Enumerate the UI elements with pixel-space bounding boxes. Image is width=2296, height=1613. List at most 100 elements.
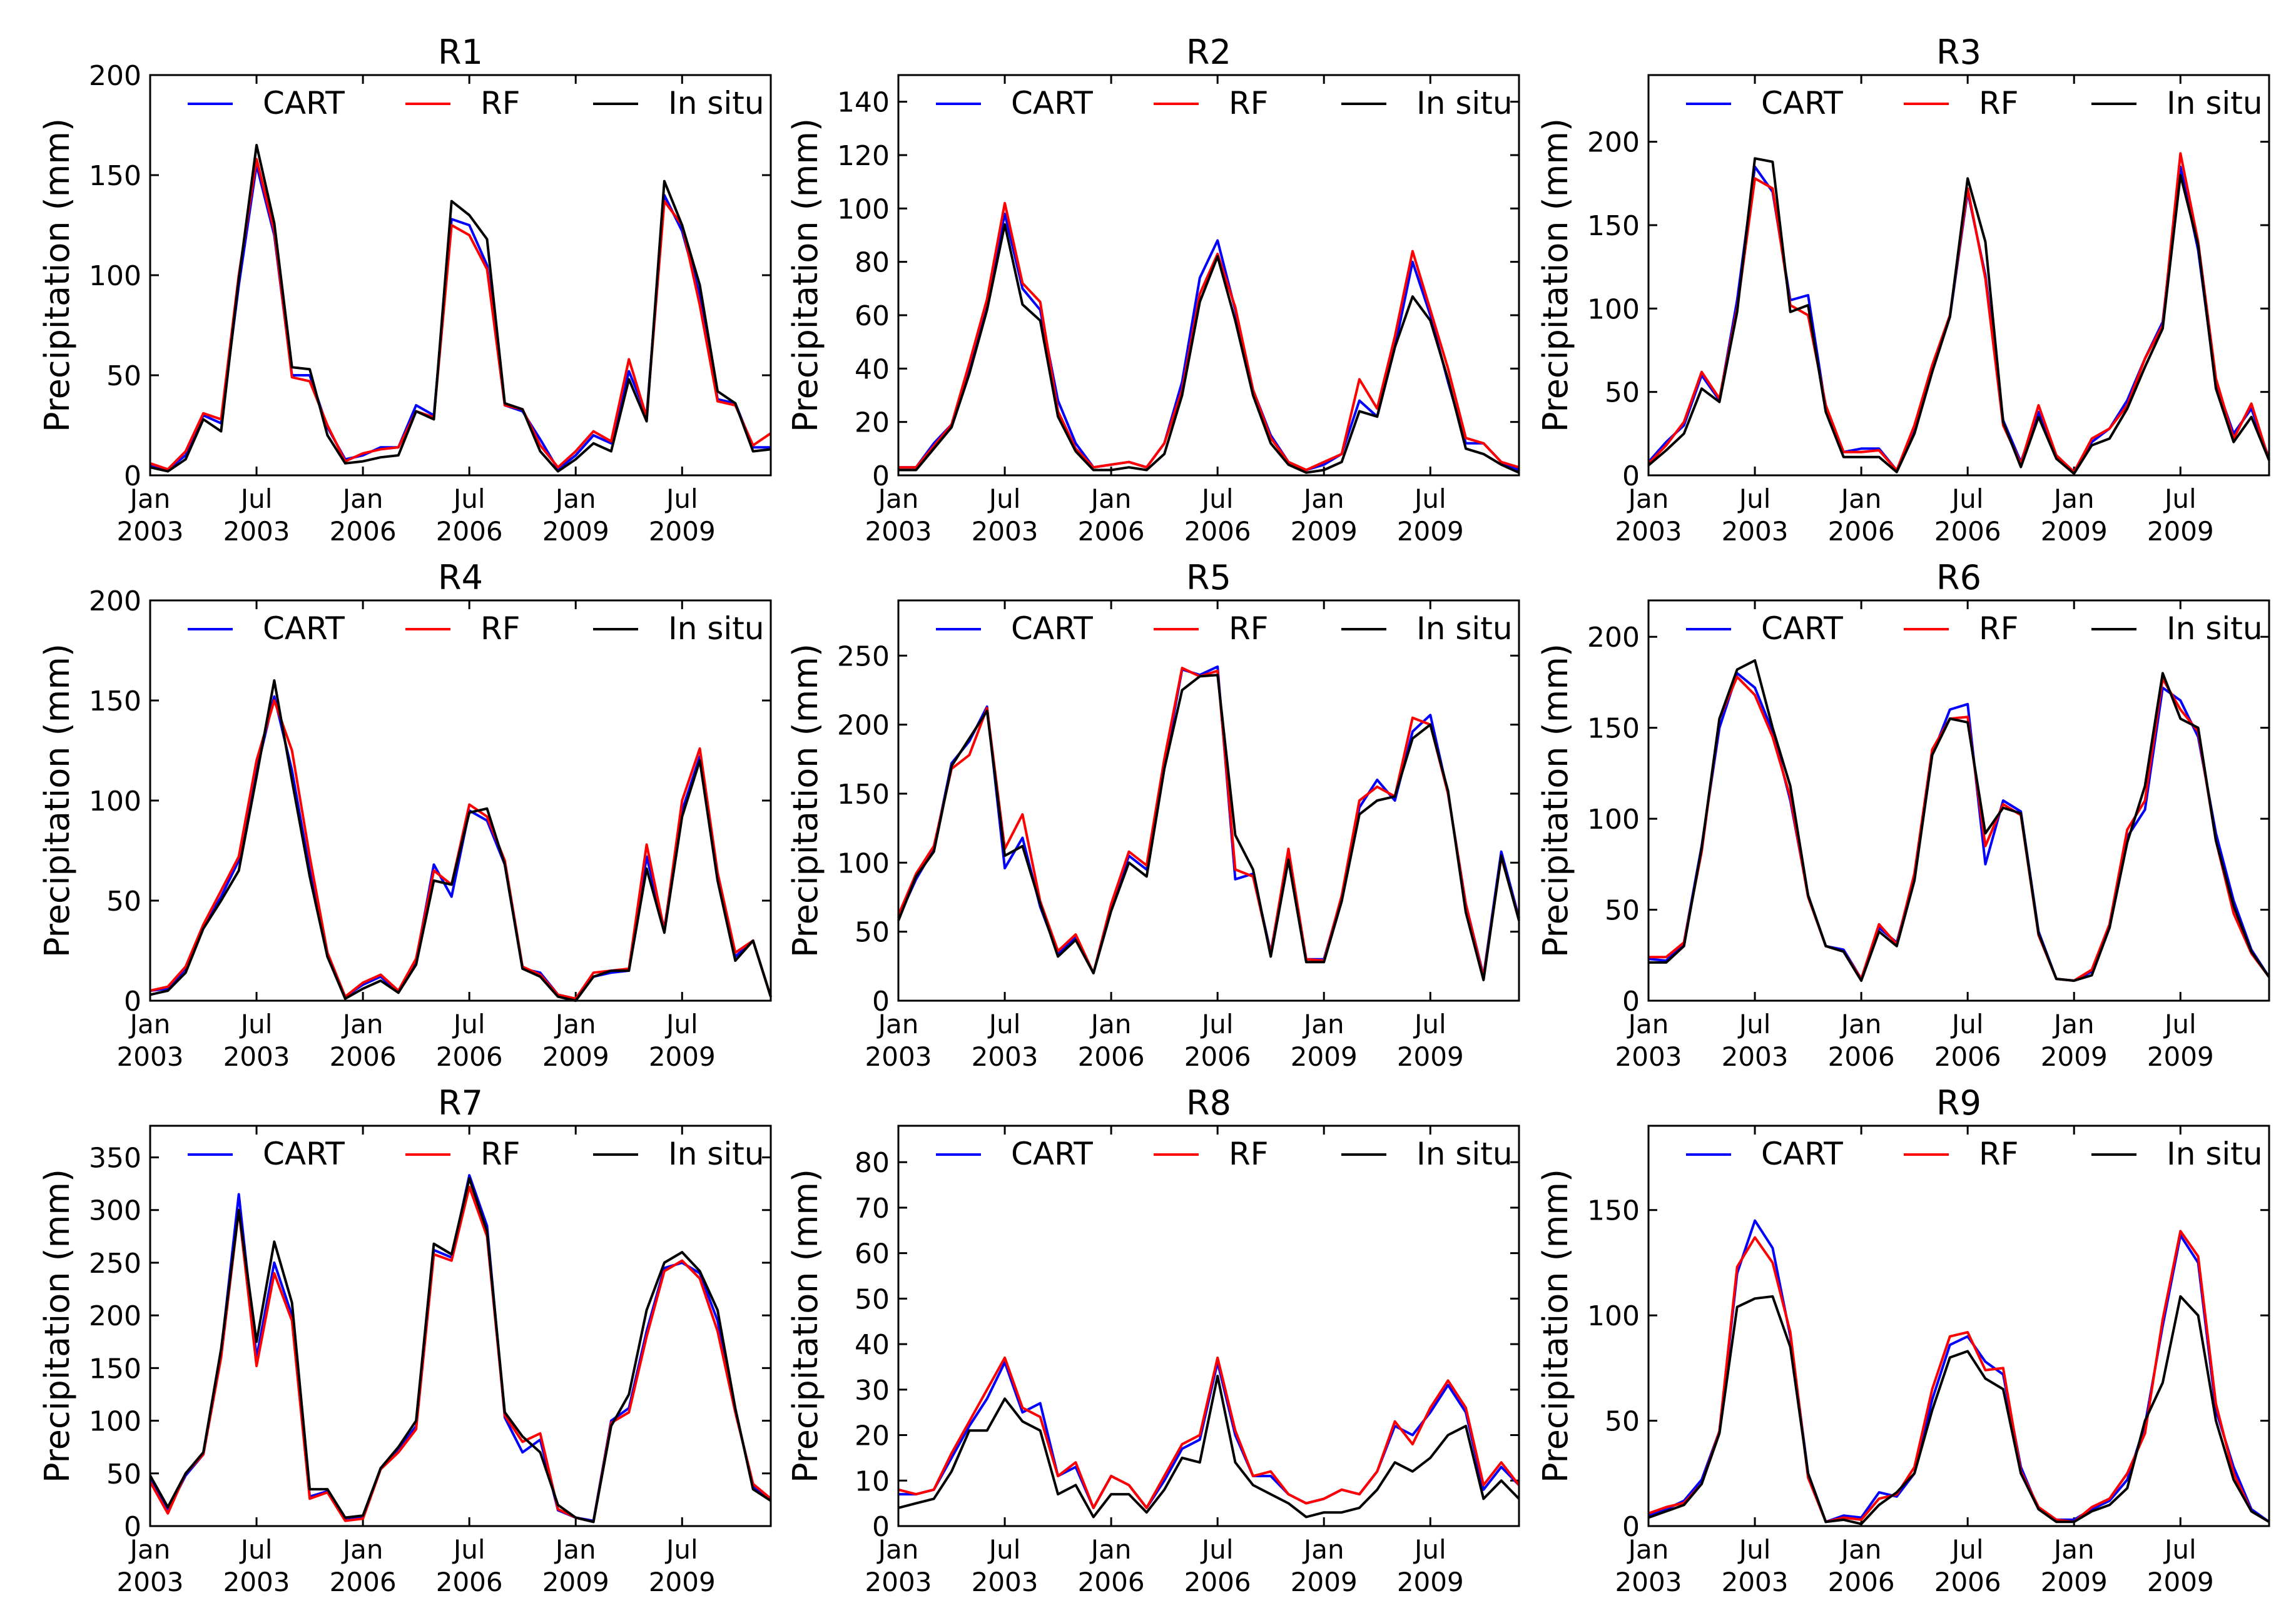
legend-label: CART bbox=[1761, 85, 1843, 121]
legend-label: CART bbox=[1011, 610, 1093, 647]
x-tick-label-year: 2003 bbox=[1722, 1041, 1789, 1072]
x-tick-label-year: 2006 bbox=[1934, 1041, 2001, 1072]
legend-label: RF bbox=[1979, 1136, 2019, 1172]
x-tick-label-month: Jul bbox=[452, 1534, 485, 1565]
x-tick-label-month: Jul bbox=[2163, 1009, 2197, 1039]
y-tick-label: 150 bbox=[89, 685, 141, 717]
y-axis-label: Precipitation (mm) bbox=[1536, 118, 1575, 432]
y-tick-label: 0 bbox=[1622, 986, 1640, 1018]
plot-frame bbox=[149, 1125, 772, 1527]
legend-label: In situ bbox=[668, 1136, 764, 1172]
x-tick-label-year: 2003 bbox=[117, 1567, 184, 1597]
y-tick-label: 20 bbox=[855, 1420, 890, 1452]
y-tick-label: 50 bbox=[106, 1459, 141, 1490]
y-tick-label: 150 bbox=[1587, 210, 1640, 242]
x-tick-label-year: 2006 bbox=[330, 1041, 397, 1072]
y-tick-label: 100 bbox=[1587, 804, 1640, 836]
x-tick-label-year: 2006 bbox=[1934, 1567, 2001, 1597]
x-tick-label-year: 2009 bbox=[2041, 516, 2108, 547]
legend-label: CART bbox=[1011, 85, 1093, 121]
x-tick-label-month: Jan bbox=[554, 1534, 596, 1565]
y-tick-label: 150 bbox=[89, 160, 141, 192]
x-tick-label-year: 2003 bbox=[117, 1041, 184, 1072]
y-tick-label: 150 bbox=[1587, 1195, 1640, 1227]
x-tick-label-month: Jan bbox=[128, 483, 171, 514]
y-axis-label: Precipitation (mm) bbox=[1536, 644, 1575, 958]
series-line-cart bbox=[897, 665, 1520, 978]
legend-label: CART bbox=[263, 85, 345, 121]
series-line-rf bbox=[149, 1185, 772, 1524]
x-tick-label-year: 2003 bbox=[1722, 1567, 1789, 1597]
series-line-rf bbox=[898, 1356, 1520, 1509]
legend-label: In situ bbox=[1416, 1136, 1513, 1172]
x-tick-label-month: Jan bbox=[341, 1534, 384, 1565]
x-tick-label-year: 2009 bbox=[2041, 1567, 2108, 1597]
x-tick-label-year: 2009 bbox=[2147, 1041, 2214, 1072]
series-line-in-situ bbox=[150, 679, 772, 1002]
y-tick-label: 250 bbox=[89, 1248, 141, 1280]
legend-label: RF bbox=[1979, 85, 2019, 121]
x-tick-label-month: Jan bbox=[1627, 483, 1669, 514]
series-line-in-situ bbox=[149, 1177, 772, 1524]
y-tick-label: 200 bbox=[89, 1300, 141, 1332]
x-tick-label-month: Jul bbox=[2163, 1534, 2197, 1565]
y-tick-label: 20 bbox=[855, 407, 890, 439]
x-tick-label-month: Jan bbox=[554, 483, 596, 514]
x-tick-label-month: Jul bbox=[1737, 1009, 1771, 1039]
x-tick-label-year: 2006 bbox=[1184, 516, 1251, 547]
x-tick-label-month: Jan bbox=[1089, 1009, 1132, 1039]
y-tick-label: 150 bbox=[89, 1353, 141, 1385]
legend-label: CART bbox=[1761, 1136, 1843, 1172]
x-tick-label-month: Jul bbox=[452, 483, 485, 514]
series-line-rf bbox=[150, 158, 772, 471]
chart-title: R5 bbox=[1186, 558, 1231, 597]
plot-frame bbox=[149, 74, 772, 477]
x-tick-label-month: Jan bbox=[2052, 483, 2095, 514]
x-tick-label-year: 2003 bbox=[972, 1567, 1039, 1597]
plot-frame bbox=[149, 599, 772, 1002]
series-line-cart bbox=[1648, 672, 2270, 982]
x-tick-label-year: 2006 bbox=[1078, 516, 1145, 547]
x-tick-label-year: 2006 bbox=[1934, 516, 2001, 547]
y-tick-label: 150 bbox=[1587, 713, 1640, 745]
x-tick-label-month: Jan bbox=[1839, 483, 1882, 514]
x-tick-label-month: Jan bbox=[1627, 1009, 1669, 1039]
y-tick-label: 100 bbox=[837, 847, 890, 879]
x-tick-label-year: 2006 bbox=[1078, 1041, 1145, 1072]
y-tick-label: 120 bbox=[837, 140, 890, 172]
x-tick-label-year: 2006 bbox=[1828, 1041, 1895, 1072]
x-tick-label-month: Jan bbox=[1839, 1009, 1882, 1039]
x-tick-label-year: 2006 bbox=[436, 1041, 503, 1072]
y-tick-label: 10 bbox=[855, 1465, 890, 1497]
x-tick-label-month: Jan bbox=[341, 1009, 384, 1039]
legend-label: RF bbox=[480, 610, 521, 647]
y-tick-label: 100 bbox=[1587, 1300, 1640, 1332]
x-tick-label-month: Jul bbox=[987, 1534, 1021, 1565]
chart-title: R7 bbox=[438, 1083, 483, 1123]
y-tick-label: 150 bbox=[837, 779, 890, 811]
legend-label: CART bbox=[1011, 1136, 1093, 1172]
x-tick-label-month: Jul bbox=[987, 1009, 1021, 1039]
x-tick-label-month: Jan bbox=[128, 1534, 171, 1565]
series-line-in-situ bbox=[898, 1375, 1520, 1519]
y-axis-label: Precipitation (mm) bbox=[786, 644, 825, 958]
plot-frame bbox=[897, 1125, 1520, 1527]
y-tick-label: 0 bbox=[124, 1511, 141, 1543]
chart-r2: R2 Precipitation (mm) 0 20 40 60 80 100 120 140 Ja… bbox=[786, 33, 1520, 547]
series-line-in-situ bbox=[897, 674, 1520, 981]
x-tick-label-month: Jan bbox=[1302, 483, 1344, 514]
y-tick-label: 300 bbox=[89, 1195, 141, 1227]
x-tick-label-year: 2009 bbox=[649, 516, 716, 547]
x-tick-label-month: Jul bbox=[664, 483, 698, 514]
x-tick-label-month: Jul bbox=[2163, 483, 2197, 514]
legend-label: CART bbox=[263, 1136, 345, 1172]
plot-frame bbox=[897, 599, 1520, 1002]
y-axis-label: Precipitation (mm) bbox=[38, 118, 77, 432]
x-tick-label-month: Jul bbox=[1413, 483, 1446, 514]
y-tick-label: 200 bbox=[1587, 127, 1640, 159]
legend-label: In situ bbox=[1416, 85, 1513, 121]
x-tick-label-year: 2006 bbox=[1184, 1567, 1251, 1597]
